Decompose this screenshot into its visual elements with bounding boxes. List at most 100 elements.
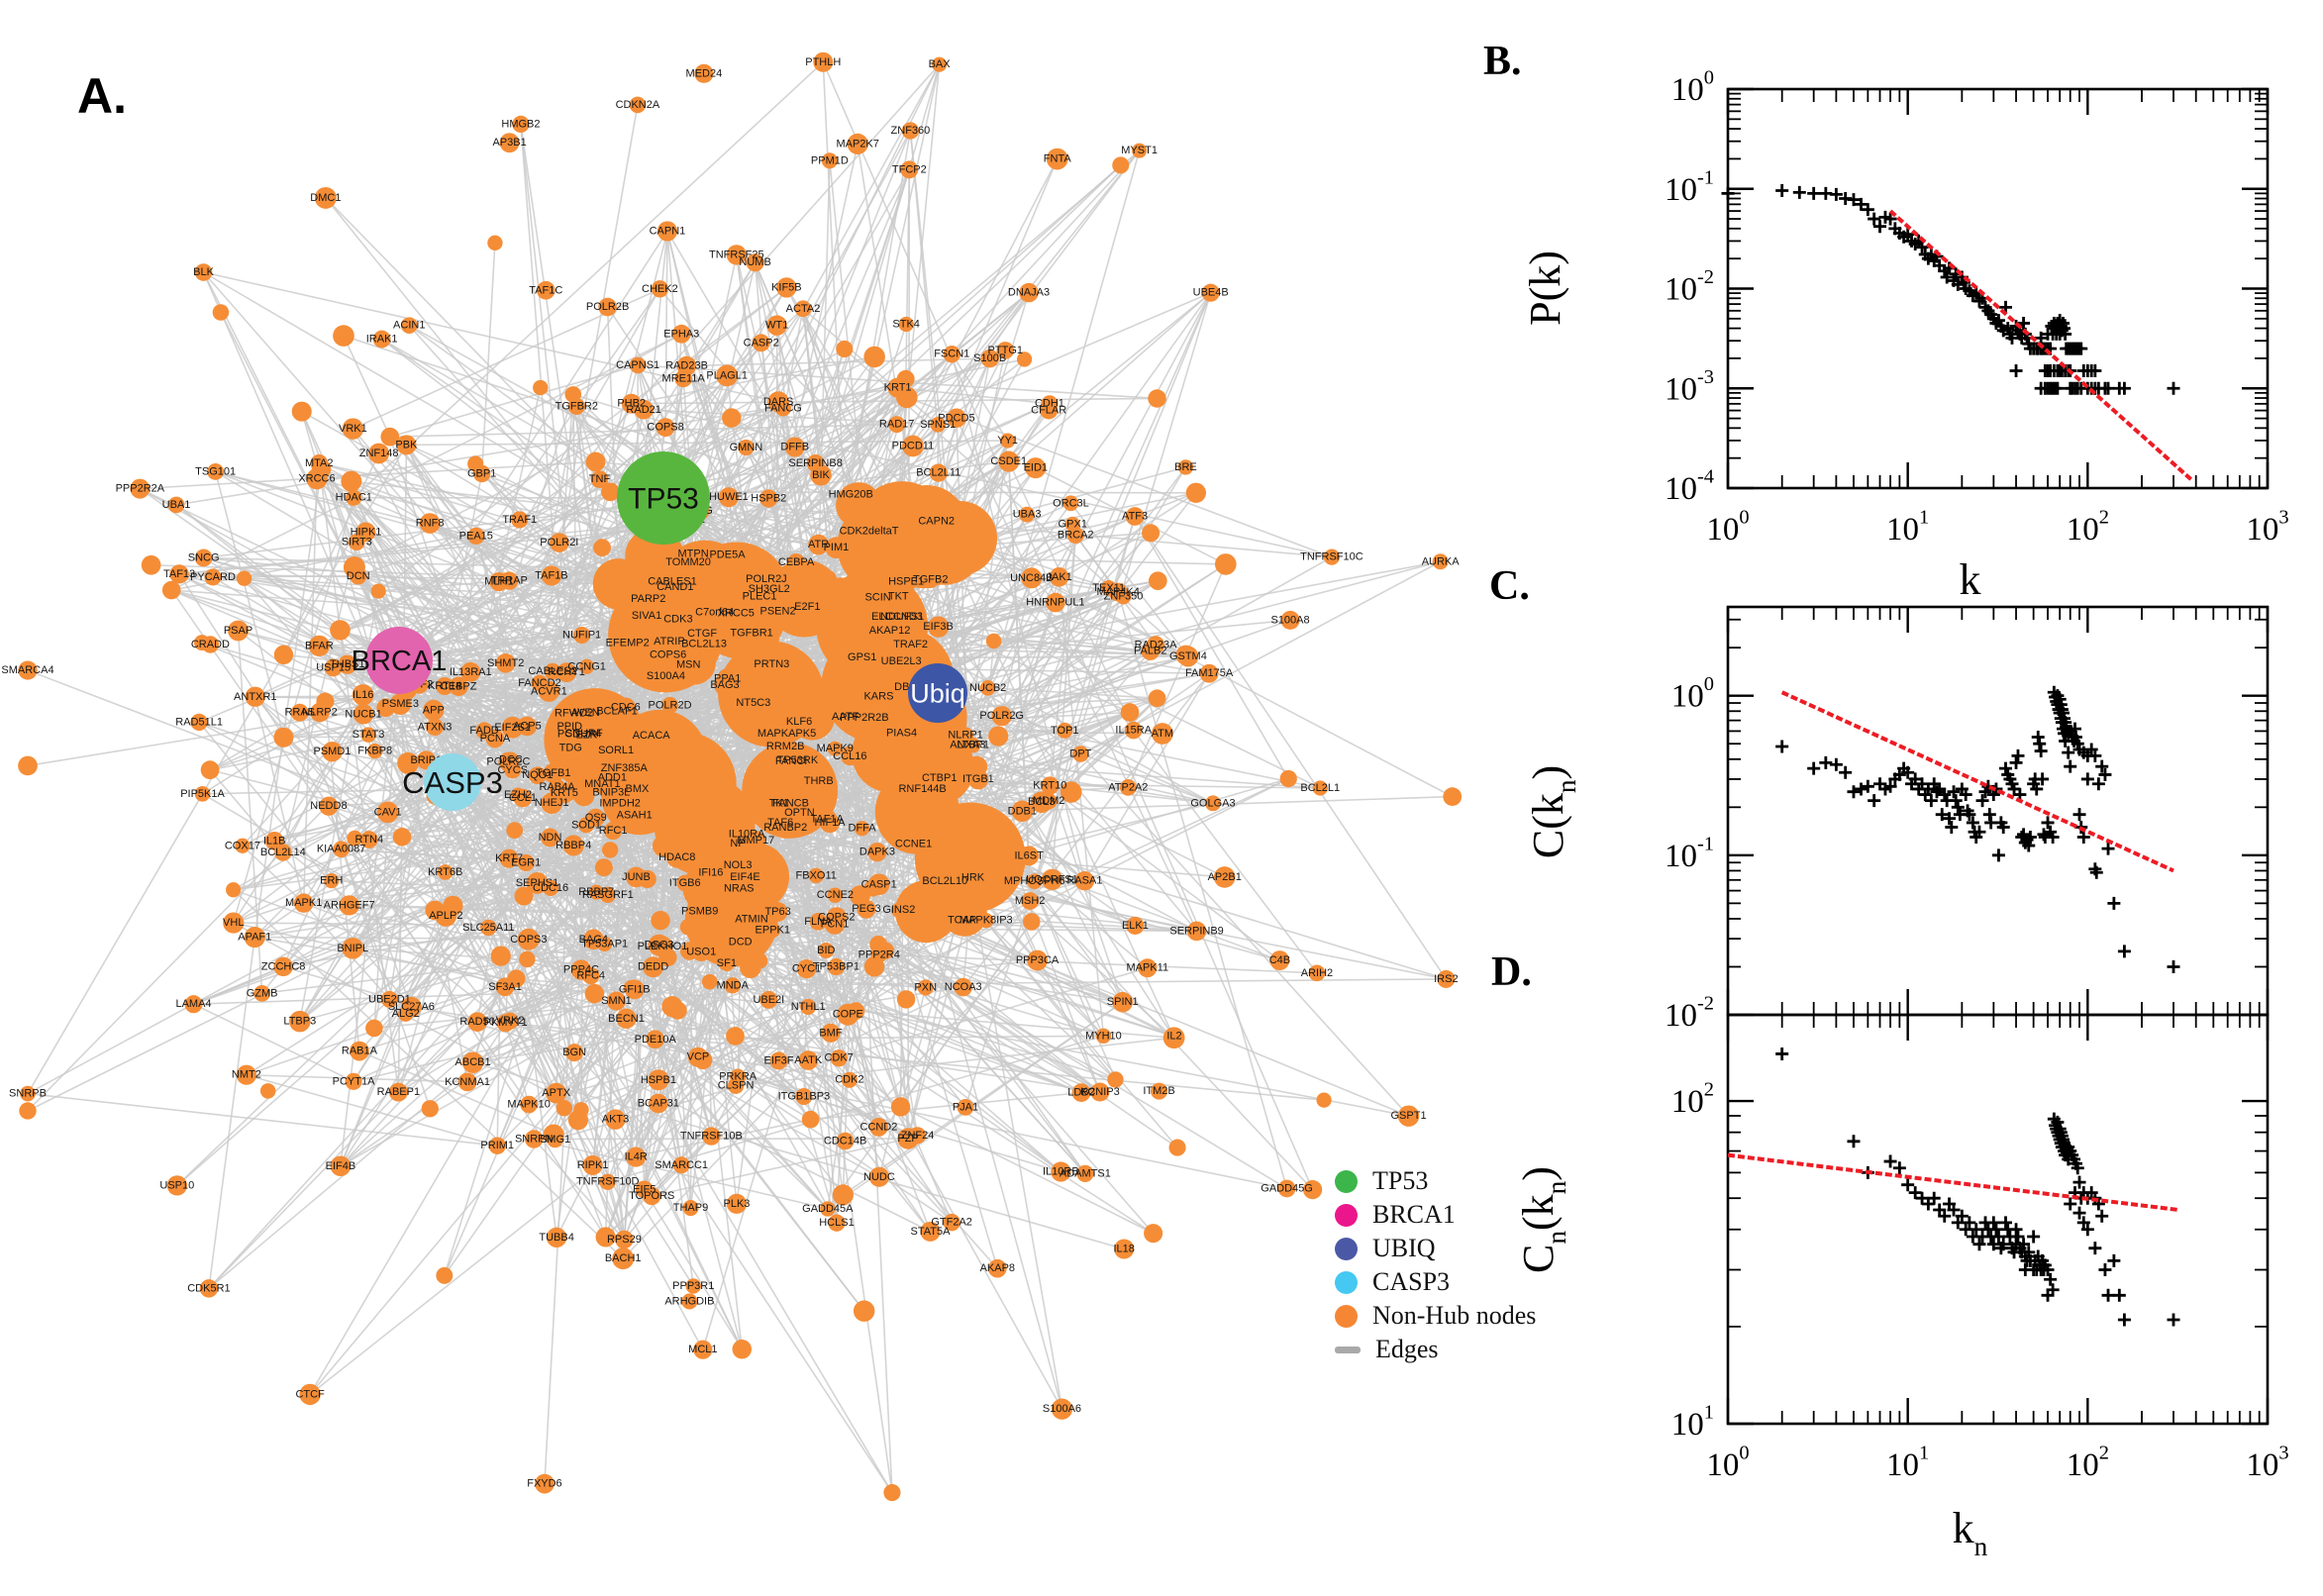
y-tick-label: 10-1 xyxy=(1665,166,1714,208)
data-point xyxy=(1972,1238,1986,1251)
network-node-label: MNAT1 xyxy=(584,778,620,790)
network-node-label: NDN xyxy=(539,832,562,844)
data-point xyxy=(2095,1209,2109,1223)
network-node xyxy=(353,704,374,725)
network-node xyxy=(737,868,754,886)
network-node xyxy=(490,946,511,966)
network-node-label: PSME3 xyxy=(382,698,419,710)
network-edge xyxy=(282,965,575,1053)
network-node xyxy=(1213,866,1236,888)
network-node-label: USO1 xyxy=(686,946,716,957)
network-edge xyxy=(302,478,318,904)
plot-border xyxy=(1726,87,2270,490)
network-node xyxy=(771,721,791,740)
network-node xyxy=(927,616,950,638)
network-node-label: MYST1 xyxy=(1121,145,1158,156)
network-node xyxy=(236,1064,256,1085)
network-node-label: PLEKHO1 xyxy=(638,941,688,952)
network-node-label: VRK1 xyxy=(339,423,367,435)
network-node-label: YY1 xyxy=(997,435,1018,447)
network-node-label: AVEN xyxy=(571,707,600,719)
network-node-label: DMC1 xyxy=(310,192,341,204)
data-point xyxy=(2117,945,2131,958)
network-node xyxy=(896,990,916,1009)
network-node-label: GFI1B xyxy=(619,983,651,995)
network-nodes xyxy=(18,51,1463,1502)
network-node-label: PIM1 xyxy=(824,542,850,553)
data-point xyxy=(1970,1223,1983,1237)
network-node-label: EPHA3 xyxy=(663,328,699,340)
network-edge xyxy=(198,721,351,906)
network-node xyxy=(169,564,189,584)
network-node xyxy=(895,566,917,587)
network-node xyxy=(400,317,418,334)
network-node-label: CHEK2 xyxy=(642,283,678,295)
data-point xyxy=(2030,782,2044,796)
data-point xyxy=(1868,794,1881,808)
network-node xyxy=(978,913,994,929)
network-node-label: AP3B1 xyxy=(492,137,526,149)
network-node xyxy=(1019,282,1039,303)
network-edge xyxy=(254,936,595,995)
network-node-label: MLH1 xyxy=(484,576,513,588)
network-node-label: OS9 xyxy=(585,812,607,824)
data-point xyxy=(2051,381,2065,395)
network-edge xyxy=(299,590,380,1022)
network-node-label: HIPK1 xyxy=(351,526,382,538)
network-node xyxy=(1019,846,1040,866)
network-node xyxy=(639,659,656,675)
data-point xyxy=(2080,772,2094,786)
network-node-label: ELL xyxy=(871,611,891,623)
data-point xyxy=(1807,761,1821,775)
data-point xyxy=(2034,745,2048,758)
network-node xyxy=(790,713,808,731)
network-edge xyxy=(373,659,400,1029)
network-node-label: MYH10 xyxy=(1085,1030,1122,1042)
network-node xyxy=(830,1049,848,1067)
network-node xyxy=(743,699,759,716)
network-node-label: DEDD xyxy=(638,961,668,973)
network-node-label: KRT6B xyxy=(428,866,462,878)
network-edge xyxy=(971,745,1117,1080)
network-node xyxy=(701,973,718,990)
data-point xyxy=(2117,381,2131,395)
network-node-label: PXN xyxy=(914,981,937,993)
network-node xyxy=(716,364,739,387)
network-node xyxy=(543,1124,564,1146)
x-tick-label: 103 xyxy=(2246,507,2288,549)
network-node xyxy=(920,1221,941,1242)
network-edge xyxy=(303,902,805,1098)
network-node xyxy=(943,1213,960,1232)
network-node-label: DCC xyxy=(499,754,523,766)
network-node xyxy=(606,991,627,1011)
network-node xyxy=(671,324,691,344)
network-node-label: FBXO11 xyxy=(796,869,837,881)
network-node xyxy=(200,760,220,780)
network-node-label: ATRIP xyxy=(654,636,685,648)
network-node xyxy=(780,793,801,814)
network-node-label: GINS2 xyxy=(882,904,915,916)
network-node xyxy=(785,751,805,771)
network-node xyxy=(542,879,559,896)
network-node xyxy=(841,1071,858,1088)
network-node xyxy=(957,1099,974,1116)
network-node-label: PTTG1 xyxy=(988,345,1023,356)
network-node xyxy=(863,956,885,977)
hub-node-brca1 xyxy=(365,627,433,694)
network-node xyxy=(1100,580,1117,596)
network-node-label: CAPN1 xyxy=(650,226,686,238)
data-point xyxy=(2070,1161,2084,1175)
network-node xyxy=(729,856,747,874)
data-point xyxy=(1943,812,1957,826)
network-node-label: PLAGL1 xyxy=(706,369,748,381)
network-node xyxy=(392,828,412,847)
data-point xyxy=(2041,816,2055,830)
network-node-label: ITGB1 xyxy=(962,773,994,785)
network-node-label: PTHLH xyxy=(805,56,841,68)
network-node-label: PIAS4 xyxy=(886,727,917,739)
network-node-label: KRT7 xyxy=(495,852,523,864)
network-node xyxy=(680,942,699,960)
network-node xyxy=(702,1127,721,1146)
network-node xyxy=(1060,781,1082,803)
data-point xyxy=(1930,785,1944,799)
